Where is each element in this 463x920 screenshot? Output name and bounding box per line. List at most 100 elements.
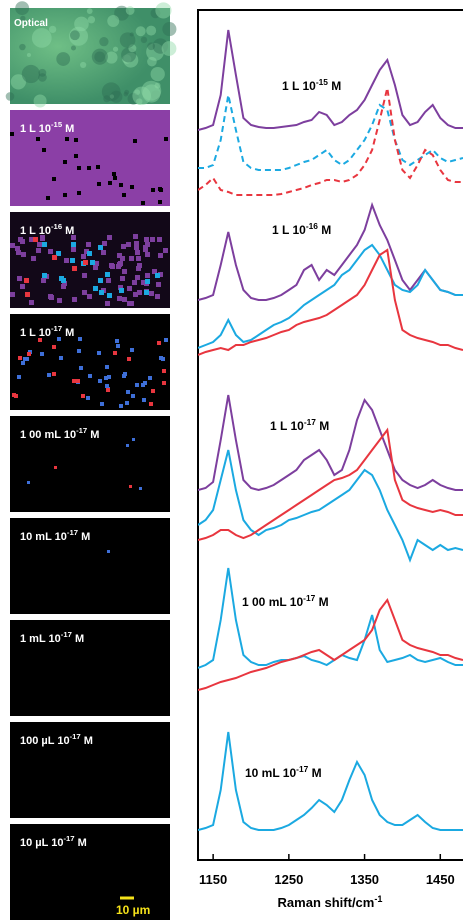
pixel bbox=[135, 383, 139, 387]
panel-label-sup: -15 bbox=[51, 120, 63, 129]
pixel bbox=[131, 394, 135, 398]
pixel bbox=[144, 290, 149, 295]
annotation-text: 1 00 mL 10 bbox=[242, 595, 303, 609]
panel-label-suffix: M bbox=[75, 837, 87, 849]
pixel bbox=[142, 398, 146, 402]
panel-image bbox=[10, 722, 170, 818]
pixel bbox=[164, 338, 168, 342]
texture bbox=[150, 66, 165, 82]
annotation-sup: -16 bbox=[306, 221, 318, 231]
pixel bbox=[29, 300, 34, 305]
pixel bbox=[88, 374, 92, 378]
spectrum-line bbox=[198, 427, 463, 541]
pixel bbox=[151, 188, 155, 192]
panel-label: 10 mL 10-17 M bbox=[20, 528, 90, 543]
panel-label-suffix: M bbox=[81, 735, 93, 747]
pixel bbox=[150, 237, 155, 242]
pixel bbox=[119, 183, 123, 187]
spectrum-line bbox=[198, 201, 463, 301]
pixel bbox=[46, 196, 50, 200]
pixel bbox=[31, 256, 36, 261]
texture bbox=[140, 36, 148, 44]
spectrum-line bbox=[198, 567, 463, 669]
pixel bbox=[133, 234, 138, 239]
pixel bbox=[16, 250, 21, 255]
panel-label: 10 µL 10-17 M bbox=[20, 834, 87, 849]
texture bbox=[150, 90, 161, 101]
pixel bbox=[57, 337, 61, 341]
pixel bbox=[10, 132, 14, 136]
pixel bbox=[81, 394, 85, 398]
pixel bbox=[107, 293, 112, 298]
pixel bbox=[24, 278, 29, 283]
pixel bbox=[141, 280, 146, 285]
texture bbox=[161, 41, 177, 56]
texture bbox=[80, 61, 87, 69]
pixel bbox=[86, 242, 91, 247]
texture bbox=[155, 2, 172, 19]
texture bbox=[134, 89, 141, 96]
texture bbox=[146, 25, 157, 36]
texture bbox=[10, 74, 26, 90]
pixel bbox=[56, 251, 61, 256]
texture bbox=[26, 52, 31, 57]
texture bbox=[38, 73, 47, 82]
pixel bbox=[20, 239, 25, 244]
panel-image bbox=[10, 518, 170, 614]
texture bbox=[5, 92, 15, 101]
texture bbox=[110, 90, 123, 103]
texture bbox=[129, 32, 134, 37]
pixel bbox=[117, 253, 122, 258]
pixel bbox=[164, 137, 168, 141]
pixel bbox=[72, 297, 77, 302]
pixel bbox=[143, 245, 148, 250]
texture bbox=[114, 5, 130, 21]
pixel bbox=[157, 341, 161, 345]
texture bbox=[86, 8, 93, 15]
pixel bbox=[76, 379, 80, 383]
pixel bbox=[57, 298, 62, 303]
texture bbox=[147, 56, 157, 67]
spectrum-line bbox=[198, 94, 463, 171]
pixel bbox=[71, 235, 76, 240]
pixel bbox=[107, 375, 111, 379]
pixel bbox=[59, 356, 63, 360]
pixel bbox=[81, 254, 86, 259]
pixel bbox=[102, 241, 107, 246]
pixel bbox=[54, 466, 57, 469]
pixel bbox=[145, 273, 150, 278]
spectrum-line bbox=[198, 394, 463, 492]
texture bbox=[127, 92, 140, 105]
pixel bbox=[36, 137, 40, 141]
pixel bbox=[123, 372, 127, 376]
pixel bbox=[63, 160, 67, 164]
panel-label-sup: -16 bbox=[51, 222, 62, 231]
annotation: 1 L 10-15 M bbox=[282, 77, 341, 93]
pixel bbox=[149, 291, 154, 296]
pixel bbox=[112, 172, 116, 176]
texture bbox=[125, 6, 135, 15]
pixel bbox=[107, 550, 110, 553]
x-tick-label: 1150 bbox=[199, 872, 227, 887]
texture bbox=[150, 8, 161, 19]
pixel bbox=[155, 294, 160, 299]
texture bbox=[152, 38, 168, 54]
annotation-sup: -17 bbox=[304, 417, 316, 427]
texture bbox=[74, 16, 89, 32]
texture bbox=[69, 26, 89, 46]
texture bbox=[132, 86, 151, 106]
pixel bbox=[94, 261, 99, 266]
spectrum-line bbox=[198, 243, 463, 349]
pixel bbox=[21, 252, 26, 257]
pixel bbox=[29, 237, 34, 242]
pixel bbox=[158, 200, 162, 204]
texture bbox=[123, 52, 139, 68]
pixel bbox=[125, 401, 129, 405]
pixel bbox=[133, 139, 137, 143]
pixel bbox=[137, 263, 142, 268]
pixel bbox=[21, 361, 25, 365]
texture bbox=[112, 46, 119, 52]
pixel bbox=[116, 344, 120, 348]
texture bbox=[15, 1, 30, 16]
panel-image bbox=[10, 416, 170, 512]
